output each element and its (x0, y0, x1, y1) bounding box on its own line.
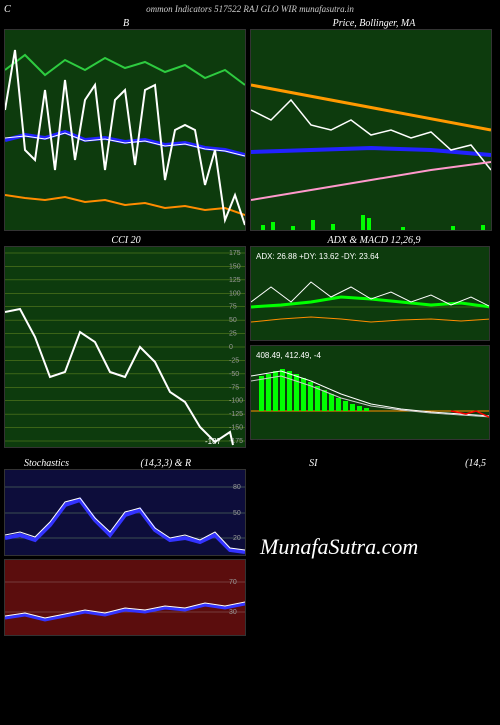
svg-text:-50: -50 (229, 371, 239, 378)
panel1-title-left: B (4, 18, 248, 29)
svg-text:175: 175 (229, 250, 241, 257)
panel1-title-right: Price, Bollinger, MA (252, 18, 496, 29)
cci-chart: 175 150 125 100 75 50 25 0 -25 -50 -75 -100 -125 -150… (5, 247, 245, 447)
stoch-rsi-column: 80 50 20 70 30 (4, 469, 246, 636)
svg-text:-125: -125 (229, 411, 243, 418)
adx-values-text: ADX: 26.88 +DY: 13.62 -DY: 23.64 (256, 252, 380, 261)
stoch-chart: 80 50 20 (5, 470, 245, 555)
svg-text:0: 0 (229, 344, 233, 351)
watermark: MunafaSutra.com (260, 534, 418, 560)
svg-text:-150: -150 (229, 425, 243, 432)
macd-values-text: 408.49, 412.49, -4 (256, 351, 321, 360)
adx-macd-title: ADX & MACD 12,26,9 (252, 235, 496, 246)
row-2: 175 150 125 100 75 50 25 0 -25 -50 -75 -100 -125 -150… (0, 246, 500, 448)
adx-macd-panel: ADX: 26.88 +DY: 13.62 -DY: 23.64 408.49,… (250, 246, 490, 448)
svg-text:20: 20 (233, 535, 241, 542)
adx-chart: ADX: 26.88 +DY: 13.62 -DY: 23.64 (250, 246, 490, 341)
cci-last-value: -187 (205, 437, 222, 446)
svg-text:50: 50 (233, 510, 241, 517)
svg-text:30: 30 (229, 609, 237, 616)
bollinger-right-chart (251, 30, 491, 230)
svg-text:150: 150 (229, 263, 241, 270)
stoch-panel: 80 50 20 (4, 469, 246, 556)
svg-text:-100: -100 (229, 398, 243, 405)
stoch-title-si: SI (257, 458, 370, 469)
svg-text:70: 70 (229, 579, 237, 586)
header-left-c: C (4, 4, 11, 15)
svg-text:-75: -75 (229, 384, 239, 391)
svg-text:100: 100 (229, 290, 241, 297)
stoch-title-right: (14,5 (374, 458, 497, 469)
rsi-chart: 70 30 (5, 560, 245, 635)
cci-title: CCI 20 (4, 235, 248, 246)
svg-text:75: 75 (229, 304, 237, 311)
stoch-title-mid: (14,3,3) & R (141, 458, 254, 469)
header-text: ommon Indicators 517522 RAJ GLO WIR muna… (146, 4, 354, 14)
svg-text:25: 25 (229, 331, 237, 338)
row-3: 80 50 20 70 30 MunafaSutra.c (0, 469, 500, 636)
row-1 (0, 29, 500, 231)
macd-chart: 408.49, 412.49, -4 (250, 345, 490, 440)
page-header: ommon Indicators 517522 RAJ GLO WIR muna… (0, 0, 500, 18)
cci-panel: 175 150 125 100 75 50 25 0 -25 -50 -75 -100 -125 -150… (4, 246, 246, 448)
svg-text:125: 125 (229, 277, 241, 284)
bollinger-left-panel (4, 29, 246, 231)
rsi-panel: 70 30 (4, 559, 246, 636)
svg-text:80: 80 (233, 484, 241, 491)
svg-text:-25: -25 (229, 357, 239, 364)
stoch-title-left: Stochastics (4, 458, 137, 469)
bollinger-left-chart (5, 30, 245, 230)
bollinger-right-panel (250, 29, 492, 231)
svg-text:50: 50 (229, 317, 237, 324)
